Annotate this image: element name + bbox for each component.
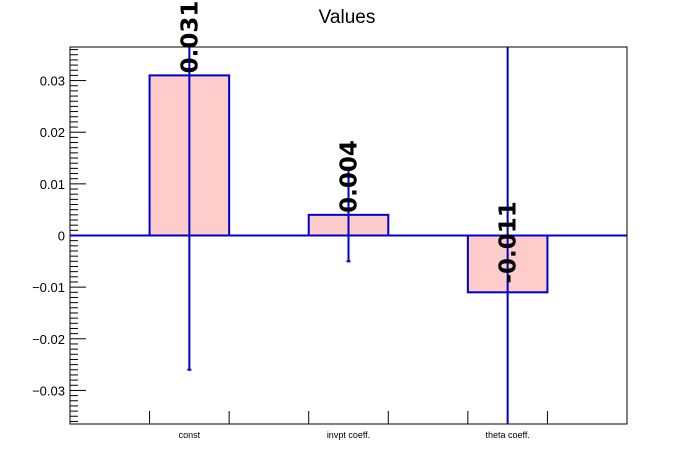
data-labels: 0.031 0.004 -0.011 [177, 1, 521, 284]
x-tick-label: theta coeff. [485, 430, 529, 440]
y-tick-label: 0 [58, 229, 65, 244]
y-tick-label: −0.02 [32, 332, 65, 347]
chart-title: Values [319, 7, 376, 28]
x-axis: const invpt coeff. theta coeff. [149, 411, 548, 440]
y-tick-label: −0.03 [32, 383, 65, 398]
data-label: 0.031 [177, 1, 203, 74]
x-tick-label: const [179, 430, 201, 440]
error-bars [187, 47, 509, 424]
y-tick-label: 0.03 [40, 74, 65, 89]
y-axis: −0.03 −0.02 −0.01 0 0.01 0.02 0.03 [32, 49, 86, 422]
data-label: -0.011 [496, 201, 522, 283]
data-label: 0.004 [337, 140, 363, 213]
y-tick-label: 0.01 [40, 177, 65, 192]
y-tick-label: −0.01 [32, 280, 65, 295]
y-tick-label: 0.02 [40, 125, 65, 140]
x-tick-label: invpt coeff. [327, 430, 370, 440]
